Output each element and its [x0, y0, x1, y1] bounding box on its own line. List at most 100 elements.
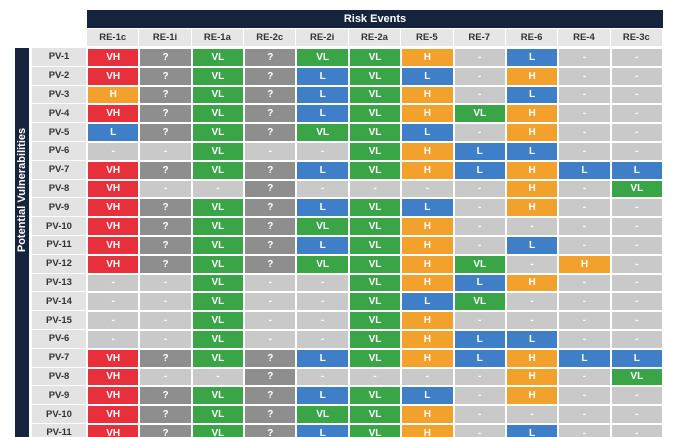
- risk-cell: -: [611, 218, 662, 235]
- risk-cell: VL: [349, 199, 401, 217]
- risk-cell: L: [402, 67, 453, 85]
- risk-cell: -: [192, 180, 244, 198]
- risk-cell: H: [506, 161, 558, 179]
- risk-cell: -: [559, 331, 610, 348]
- risk-cell: H: [506, 368, 558, 386]
- risk-cell: -: [88, 143, 139, 160]
- risk-cell: ?: [245, 161, 296, 179]
- risk-cell: -: [559, 86, 610, 104]
- risk-cell: VL: [349, 387, 401, 405]
- risk-cell: -: [140, 368, 191, 386]
- row-header: PV-6: [32, 330, 86, 349]
- risk-cell: -: [611, 312, 662, 329]
- risk-cell: L: [297, 105, 348, 123]
- risk-cell: VL: [611, 180, 662, 198]
- risk-cell: -: [611, 67, 662, 85]
- risk-cell: -: [349, 180, 401, 198]
- risk-cell: H: [402, 86, 453, 104]
- risk-cell: -: [140, 293, 191, 311]
- row-header: PV-8: [32, 179, 86, 199]
- risk-cell: VL: [454, 255, 505, 273]
- risk-cell: -: [454, 368, 505, 386]
- risk-cell: ?: [140, 349, 191, 367]
- risk-cell: -: [245, 274, 296, 292]
- risk-cell: ?: [245, 255, 296, 273]
- risk-cell: VL: [349, 293, 401, 311]
- row-header: PV-4: [32, 104, 86, 124]
- column-header: RE-1c: [87, 29, 140, 46]
- risk-cell: ?: [245, 406, 296, 423]
- risk-cell: VH: [88, 368, 139, 386]
- risk-cell: -: [140, 143, 191, 160]
- risk-cell: -: [559, 143, 610, 160]
- risk-cell: VL: [192, 124, 244, 141]
- risk-cell: L: [297, 349, 348, 367]
- risk-cell: VL: [349, 237, 401, 254]
- risk-cell: VH: [88, 349, 139, 367]
- risk-cell: -: [454, 180, 505, 198]
- risk-cell: -: [245, 312, 296, 329]
- risk-cell: H: [402, 161, 453, 179]
- row-header: PV-15: [32, 311, 86, 330]
- risk-cell: VL: [611, 368, 662, 386]
- risk-cell: -: [611, 387, 662, 405]
- risk-cell: VL: [192, 425, 244, 437]
- risk-cell: H: [402, 218, 453, 235]
- risk-cell: -: [454, 199, 505, 217]
- risk-cell: VH: [88, 255, 139, 273]
- column-header: RE-2i: [296, 29, 349, 46]
- column-header: RE-7: [453, 29, 506, 46]
- risk-cell: ?: [140, 67, 191, 85]
- row-header: PV-10: [32, 405, 86, 424]
- risk-cell: ?: [245, 105, 296, 123]
- risk-cell: H: [402, 105, 453, 123]
- risk-cell: -: [140, 312, 191, 329]
- risk-cell: L: [297, 86, 348, 104]
- risk-cell: H: [402, 143, 453, 160]
- column-header: RE-6: [505, 29, 559, 46]
- risk-cell: VL: [349, 124, 401, 141]
- risk-cell: VH: [88, 387, 139, 405]
- row-header: PV-6: [32, 142, 86, 161]
- risk-cell: VL: [297, 255, 348, 273]
- risk-cell: -: [297, 274, 348, 292]
- risk-cell: -: [506, 312, 558, 329]
- risk-cell: -: [611, 199, 662, 217]
- risk-cell: ?: [245, 349, 296, 367]
- risk-cell: -: [611, 105, 662, 123]
- risk-cell: L: [506, 86, 558, 104]
- risk-cell: -: [88, 293, 139, 311]
- risk-cell: VH: [88, 161, 139, 179]
- risk-cell: L: [297, 199, 348, 217]
- risk-cell: ?: [140, 199, 191, 217]
- risk-cell: VL: [349, 312, 401, 329]
- risk-cell: -: [454, 218, 505, 235]
- risk-cell: -: [245, 331, 296, 348]
- risk-cell: L: [402, 124, 453, 141]
- risk-cell: -: [611, 237, 662, 254]
- risk-cell: L: [454, 331, 505, 348]
- risk-cell: -: [559, 387, 610, 405]
- risk-cell: -: [454, 124, 505, 141]
- risk-cell: H: [559, 255, 610, 273]
- risk-cell: VH: [88, 406, 139, 423]
- row-header: PV-2: [32, 66, 86, 86]
- risk-cell: -: [559, 67, 610, 85]
- risk-cell: L: [402, 199, 453, 217]
- column-header: RE-1a: [191, 29, 245, 46]
- risk-cell: VL: [349, 331, 401, 348]
- risk-cell: -: [506, 218, 558, 235]
- risk-cell: VL: [192, 293, 244, 311]
- risk-cell: VL: [349, 349, 401, 367]
- risk-cell: VL: [192, 105, 244, 123]
- risk-cell: ?: [245, 425, 296, 437]
- risk-cell: -: [559, 274, 610, 292]
- risk-cell: VL: [349, 105, 401, 123]
- table-title: Risk Events: [87, 10, 663, 28]
- risk-cell: -: [454, 49, 505, 66]
- risk-cell: -: [454, 86, 505, 104]
- risk-cell: -: [88, 312, 139, 329]
- risk-cell: VL: [192, 161, 244, 179]
- risk-cell: VL: [192, 49, 244, 66]
- risk-cell: -: [506, 255, 558, 273]
